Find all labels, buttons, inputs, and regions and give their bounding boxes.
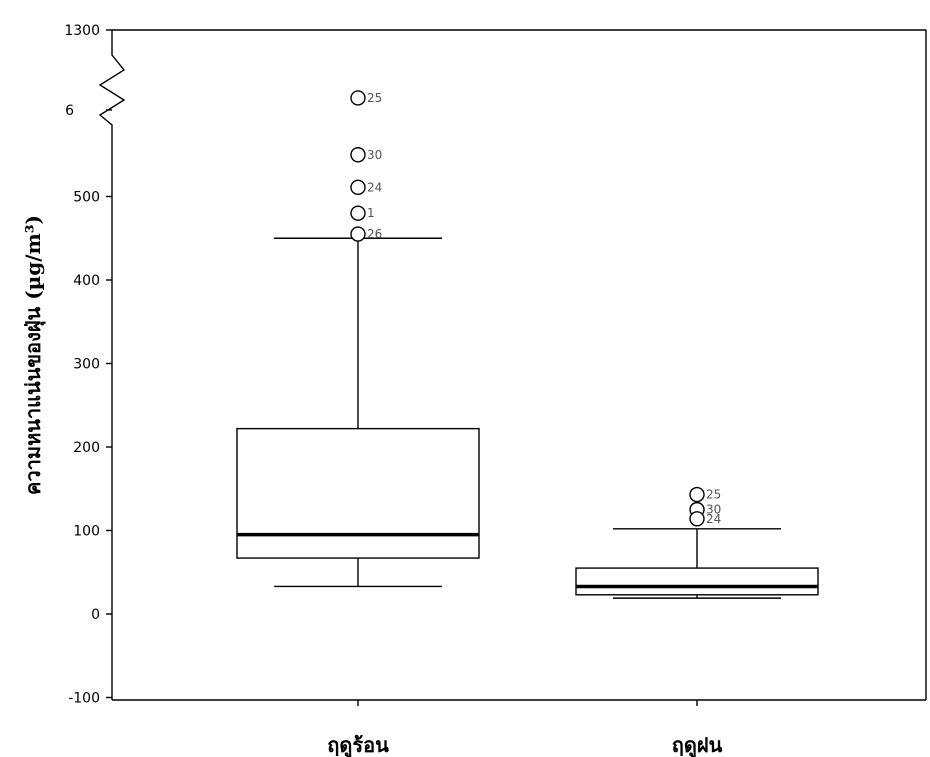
x-category-label: ฤดูฝน xyxy=(672,733,723,757)
outlier-point xyxy=(350,226,366,242)
y-tick-label: 0 xyxy=(91,607,100,623)
outlier-point xyxy=(350,179,366,196)
outlier-label: 1 xyxy=(367,206,375,220)
outlier-point xyxy=(350,205,366,221)
y-tick-label: 1300 xyxy=(64,23,100,39)
outlier-point xyxy=(350,90,366,106)
outlier-label: 25 xyxy=(706,488,721,502)
y-axis: -100 0 100 200 300 400 500 6 1300 xyxy=(64,23,126,707)
outlier-point xyxy=(350,147,366,163)
y-tick-label: 100 xyxy=(73,524,100,540)
x-axis: ฤดูร้อน ฤดูฝน xyxy=(112,699,926,757)
y-tick-label: 200 xyxy=(73,440,100,456)
y-tick-label: 400 xyxy=(73,273,100,289)
outlier-label: 25 xyxy=(367,91,382,105)
outlier-label: 30 xyxy=(367,148,382,162)
outlier-point xyxy=(689,511,705,527)
outlier-label: 26 xyxy=(367,227,382,241)
plot-frame xyxy=(112,29,927,700)
y-tick-label: 500 xyxy=(73,190,100,206)
iqr-box xyxy=(236,427,480,559)
outlier-label: 24 xyxy=(706,512,721,526)
y-axis-line-with-break xyxy=(98,30,126,700)
y-tick-label: -100 xyxy=(68,691,100,707)
y-tick-label: 300 xyxy=(73,357,100,373)
iqr-box xyxy=(575,567,819,596)
y-axis-title: ความหนาแน่นของฝุ่น (µg/m³) xyxy=(21,215,46,495)
outlier-point xyxy=(689,486,705,503)
x-category-label: ฤดูร้อน xyxy=(327,733,389,757)
y-tick-label: 6 xyxy=(65,103,74,119)
outlier-label: 24 xyxy=(367,180,382,194)
box-1: 25 30 24 1 26 xyxy=(236,90,480,588)
outlier-label: 30 xyxy=(706,503,721,517)
